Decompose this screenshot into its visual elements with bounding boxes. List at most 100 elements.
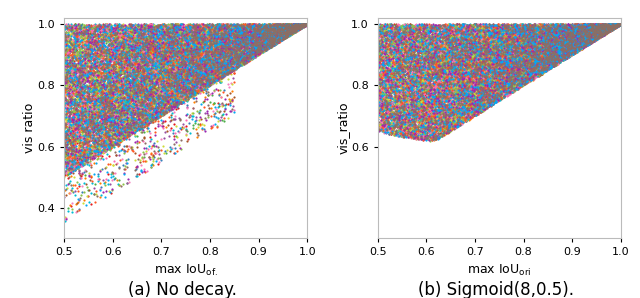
Point — [445, 41, 456, 45]
Point — [187, 86, 197, 91]
Point — [538, 40, 548, 45]
Point — [90, 148, 100, 153]
Point — [412, 102, 422, 106]
Point — [182, 22, 193, 27]
Point — [587, 28, 597, 32]
Point — [387, 74, 397, 79]
Point — [124, 40, 134, 45]
Point — [124, 136, 134, 141]
Point — [243, 35, 253, 39]
Point — [415, 69, 426, 73]
Point — [64, 88, 74, 93]
Point — [275, 22, 285, 27]
Point — [212, 55, 223, 59]
Point — [511, 48, 522, 52]
Point — [223, 25, 233, 30]
Point — [401, 134, 412, 139]
Point — [584, 32, 595, 37]
Point — [93, 99, 104, 103]
Point — [287, 28, 297, 33]
Point — [540, 69, 550, 74]
Point — [384, 43, 394, 47]
Point — [233, 24, 243, 29]
Point — [248, 49, 259, 53]
Point — [180, 84, 191, 89]
Point — [393, 106, 403, 111]
Point — [506, 54, 516, 59]
Point — [515, 53, 525, 58]
Point — [131, 82, 141, 87]
Point — [452, 120, 463, 125]
Point — [411, 35, 421, 40]
Point — [110, 122, 120, 127]
Point — [74, 40, 84, 45]
Point — [243, 30, 253, 34]
Point — [193, 54, 204, 59]
Point — [189, 24, 200, 29]
Point — [260, 40, 270, 45]
Point — [121, 116, 131, 121]
Point — [589, 36, 599, 41]
Point — [113, 95, 124, 100]
Point — [104, 65, 115, 70]
Point — [273, 34, 283, 39]
Point — [597, 30, 607, 35]
Point — [182, 64, 193, 69]
Point — [511, 66, 522, 70]
Point — [169, 98, 179, 103]
Point — [386, 35, 396, 40]
Point — [135, 40, 145, 45]
Point — [580, 35, 590, 40]
Point — [511, 65, 522, 69]
Point — [395, 105, 405, 110]
Point — [242, 29, 252, 33]
Point — [228, 80, 239, 85]
Point — [611, 22, 621, 27]
Point — [184, 78, 194, 83]
Point — [492, 76, 502, 81]
Point — [170, 31, 180, 36]
Point — [67, 158, 77, 162]
Point — [221, 30, 231, 35]
Point — [131, 119, 141, 124]
Point — [514, 62, 524, 66]
Point — [300, 22, 310, 27]
Point — [521, 51, 531, 56]
Point — [568, 26, 578, 30]
Point — [95, 94, 106, 99]
Point — [563, 30, 573, 35]
Point — [392, 84, 402, 89]
Point — [494, 94, 504, 99]
Point — [577, 25, 587, 30]
Point — [73, 81, 83, 86]
Point — [552, 48, 562, 52]
Point — [221, 24, 231, 28]
Point — [423, 91, 433, 95]
Point — [525, 27, 536, 32]
Point — [89, 124, 99, 129]
Point — [163, 29, 173, 34]
Point — [82, 58, 92, 63]
Point — [504, 76, 515, 80]
Point — [436, 83, 446, 88]
Point — [523, 52, 533, 57]
Point — [403, 56, 413, 61]
Point — [462, 64, 472, 69]
Point — [465, 97, 475, 102]
Point — [466, 34, 476, 38]
Point — [246, 46, 256, 50]
Point — [556, 29, 566, 34]
Point — [244, 55, 254, 60]
Point — [67, 27, 77, 32]
Point — [609, 22, 620, 27]
Point — [565, 50, 575, 55]
Point — [429, 95, 440, 100]
Point — [452, 110, 462, 114]
Point — [551, 45, 561, 50]
Point — [295, 25, 305, 30]
Point — [614, 22, 625, 27]
Point — [470, 108, 481, 113]
Point — [526, 55, 536, 60]
Point — [209, 43, 220, 48]
Point — [591, 29, 601, 34]
